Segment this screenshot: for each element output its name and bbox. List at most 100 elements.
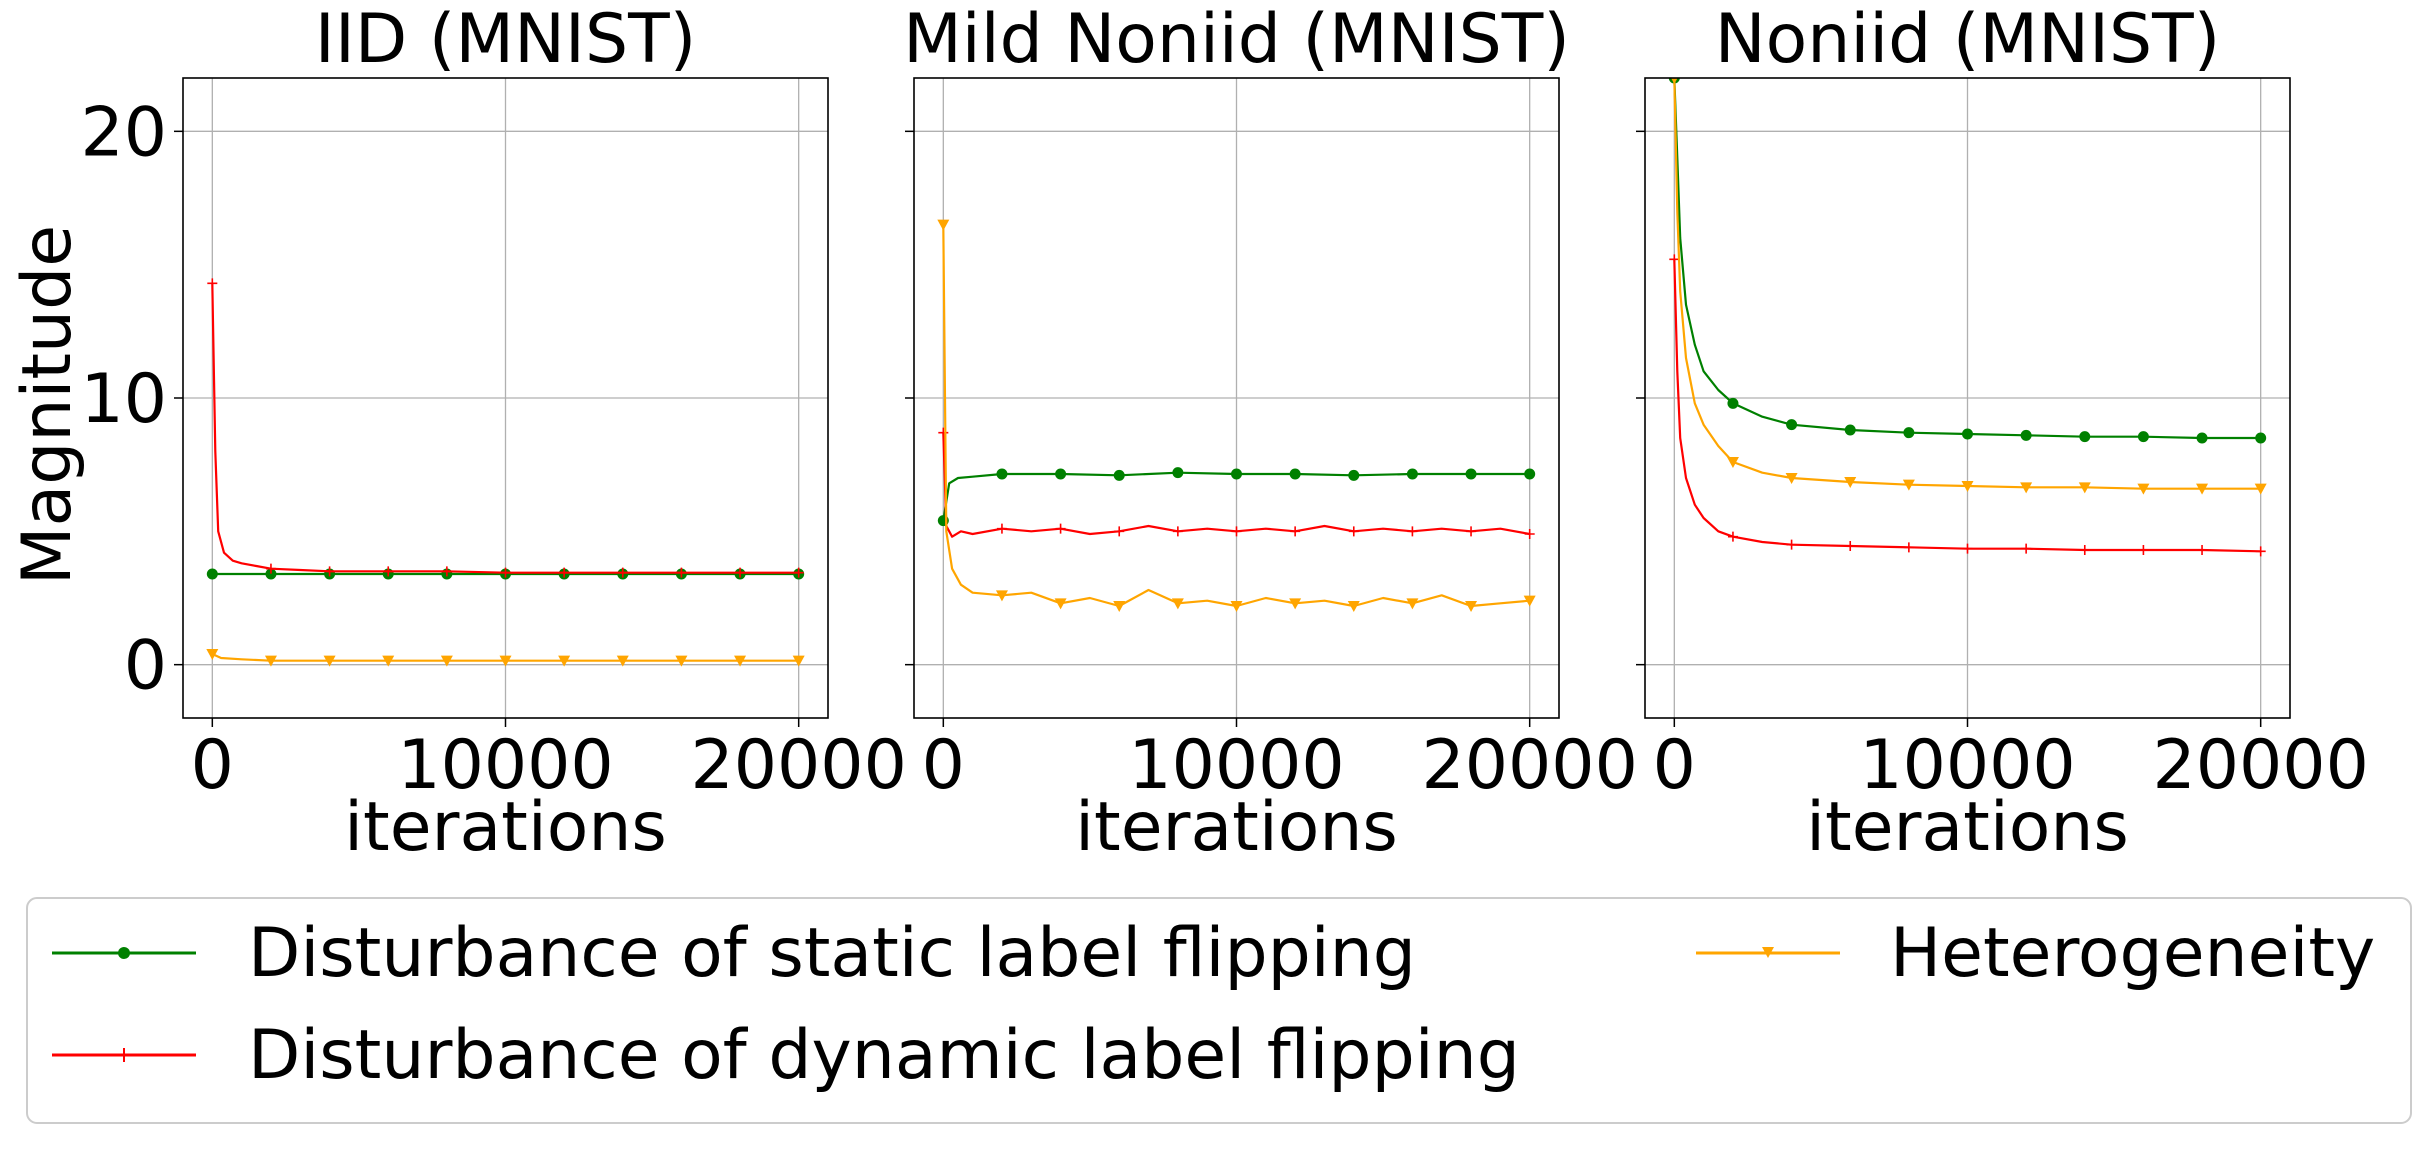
data-point (1113, 601, 1126, 612)
data-point (1845, 541, 1856, 551)
data-point (1523, 595, 1536, 607)
chart-panel-1: 0 10000 20000 0 10 20 IID (MNIST) iterations (80, 0, 906, 867)
data-point (1466, 526, 1477, 537)
data-point (1844, 424, 1856, 436)
data-point (734, 655, 747, 667)
data-point (1348, 469, 1360, 481)
data-point (1289, 598, 1302, 610)
legend-marker-dynamic (117, 1048, 131, 1062)
x-tick-label: 0 (1653, 726, 1696, 805)
data-point (440, 655, 453, 667)
data-point (1172, 526, 1183, 537)
data-point (1844, 477, 1857, 488)
data-point (1727, 531, 1738, 542)
data-point (264, 655, 277, 667)
series-group (1668, 78, 2267, 557)
series-line-3 (942, 224, 1530, 608)
data-point (558, 655, 571, 667)
data-point (1113, 469, 1125, 481)
data-point (1172, 467, 1184, 479)
data-point (2020, 429, 2032, 441)
data-point (1231, 526, 1242, 537)
data-point (676, 567, 687, 578)
data-point (2021, 543, 2032, 554)
data-point (2196, 483, 2209, 495)
data-point (1524, 529, 1535, 539)
data-point (383, 566, 394, 577)
data-point (1348, 526, 1359, 537)
chart-title: Noniid (MNIST) (1715, 0, 2220, 79)
legend-marker-static (118, 947, 130, 959)
data-point (616, 655, 629, 667)
data-point (1406, 598, 1419, 610)
data-point (1786, 419, 1798, 431)
data-point (995, 590, 1008, 602)
data-point (2254, 483, 2267, 495)
data-point (1289, 468, 1301, 480)
data-point (2255, 546, 2266, 557)
data-point (1171, 598, 1184, 610)
legend-label-heterogeneity: Heterogeneity (1890, 914, 2375, 993)
data-point (2020, 482, 2033, 494)
x-tick-label: 0 (922, 726, 965, 805)
data-point (1669, 254, 1680, 265)
data-point (2197, 545, 2208, 555)
data-point (324, 566, 335, 577)
data-point (207, 278, 218, 289)
data-point (1406, 468, 1418, 480)
data-point (2255, 432, 2267, 444)
y-tick-label: 10 (80, 360, 167, 439)
data-point (441, 566, 452, 577)
data-point (1114, 526, 1125, 537)
data-point (1347, 601, 1360, 612)
data-point (1524, 468, 1536, 480)
x-tick-label: 10000 (1128, 726, 1344, 805)
data-point (2079, 431, 2091, 443)
series-line-2 (211, 283, 799, 574)
data-point (1231, 468, 1242, 480)
data-point (2137, 431, 2149, 443)
data-point (1786, 539, 1797, 550)
chart-title: IID (MNIST) (315, 0, 696, 79)
data-point (792, 655, 805, 667)
data-point (675, 655, 688, 667)
data-point (2138, 545, 2149, 555)
x-tick-label: 20000 (2153, 726, 2369, 805)
y-tick-label: 0 (124, 627, 167, 706)
series-line-1 (942, 471, 1530, 521)
data-point (1055, 523, 1066, 534)
data-point (735, 567, 746, 578)
data-point (793, 567, 804, 578)
x-tick-label: 20000 (691, 726, 907, 805)
legend-entry-dynamic: Disturbance of dynamic label flipping (52, 1016, 1520, 1095)
data-point (206, 649, 219, 660)
data-point (1671, 78, 1678, 84)
data-point (996, 523, 1007, 534)
data-point (1962, 428, 1973, 440)
x-tick-label: 20000 (1422, 726, 1638, 805)
data-point (2196, 432, 2208, 444)
data-point (1465, 468, 1477, 480)
x-axis-label: iterations (1075, 788, 1398, 867)
chart-title: Mild Noniid (MNIST) (903, 0, 1570, 79)
legend-marker-heterogeneity (1762, 947, 1774, 958)
series-line-3 (1673, 78, 2261, 490)
data-point (1785, 473, 1798, 484)
series-line-2 (1673, 259, 2261, 553)
x-tick-label: 0 (191, 726, 234, 805)
legend-entry-static: Disturbance of static label flipping (52, 914, 1416, 993)
data-point (1054, 598, 1067, 610)
legend: Disturbance of static label flipping Dis… (26, 897, 2412, 1124)
data-point (382, 655, 395, 667)
data-point (1230, 601, 1243, 612)
data-point (1903, 427, 1915, 439)
data-point (500, 567, 511, 578)
data-point (2079, 545, 2090, 555)
data-point (937, 219, 950, 231)
chart-panel-3: 0 10000 20000 Noniid (MNIST) iterations (1636, 0, 2369, 867)
data-point (265, 563, 276, 574)
data-point (938, 427, 949, 438)
series-group (206, 278, 805, 667)
data-point (1961, 481, 1974, 492)
